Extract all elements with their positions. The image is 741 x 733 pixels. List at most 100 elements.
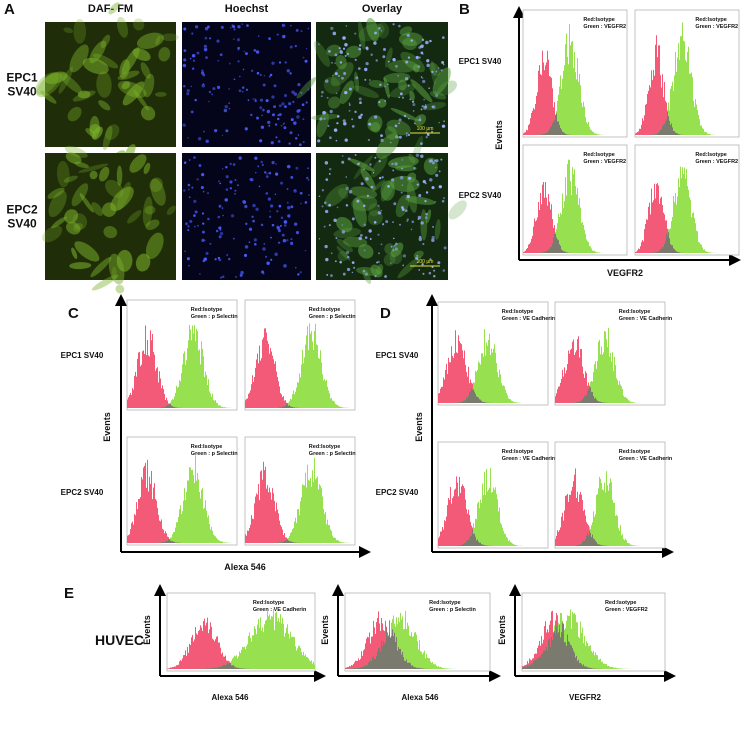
cell — [398, 79, 407, 91]
nucleus — [407, 56, 411, 59]
nucleus — [406, 194, 410, 199]
cell — [370, 264, 383, 278]
nucleus — [275, 163, 277, 165]
nucleus — [408, 176, 412, 180]
nucleus — [196, 51, 200, 55]
nucleus — [322, 110, 326, 115]
cell — [388, 59, 418, 73]
nucleus — [362, 204, 366, 208]
nucleus — [392, 169, 395, 172]
nucleus — [341, 155, 344, 157]
nucleus — [261, 163, 265, 167]
nucleus — [283, 220, 288, 224]
nucleus — [274, 123, 278, 126]
legend-text: Red:Isotype — [583, 152, 614, 158]
nucleus — [212, 87, 216, 91]
nucleus — [193, 156, 196, 159]
nucleus — [343, 121, 347, 126]
nucleus — [254, 242, 257, 246]
nucleus — [220, 25, 224, 29]
nucleus — [243, 253, 248, 258]
image-background — [182, 153, 311, 280]
nucleus — [393, 202, 397, 206]
cell — [48, 190, 67, 218]
x-axis-label: Alexa 546 — [402, 693, 439, 702]
nucleus — [232, 237, 235, 240]
nucleus — [283, 122, 285, 125]
nucleus — [253, 49, 257, 52]
cell — [366, 17, 380, 42]
nucleus — [407, 84, 410, 87]
cell — [410, 79, 433, 103]
nucleus — [278, 113, 282, 116]
cell — [389, 83, 416, 98]
nucleus — [290, 24, 292, 27]
marker-histogram — [167, 608, 315, 669]
cell — [140, 62, 151, 79]
nucleus — [330, 61, 333, 64]
y-axis-label: Events — [494, 120, 504, 150]
cell — [448, 200, 467, 220]
nucleus — [421, 105, 424, 108]
nucleus — [369, 79, 371, 81]
nucleus — [354, 58, 357, 61]
nucleus — [428, 159, 433, 163]
nucleus — [198, 164, 202, 167]
nucleus — [422, 53, 424, 55]
nucleus — [420, 44, 424, 49]
nucleus — [422, 180, 426, 184]
nucleus — [364, 78, 367, 81]
cell — [377, 98, 387, 108]
cell — [133, 18, 145, 31]
cell — [82, 57, 109, 75]
nucleus — [188, 159, 191, 161]
nucleus — [342, 47, 346, 50]
nucleus — [370, 185, 374, 189]
cell — [338, 188, 349, 199]
cell — [143, 162, 151, 174]
nucleus — [216, 39, 220, 43]
nucleus — [430, 130, 434, 133]
nucleus — [336, 206, 339, 209]
cell — [119, 59, 130, 79]
overlap-histogram — [345, 629, 490, 669]
nucleus — [297, 82, 301, 87]
nucleus — [199, 273, 201, 275]
nucleus — [183, 58, 187, 62]
nucleus — [375, 59, 378, 62]
cell — [92, 53, 119, 69]
nucleus — [339, 260, 343, 264]
cell — [116, 165, 123, 186]
nucleus — [300, 91, 303, 94]
nucleus — [277, 229, 281, 233]
nucleus — [380, 134, 383, 137]
cell — [311, 113, 340, 121]
nucleus — [384, 100, 386, 102]
nucleus — [182, 123, 186, 127]
micrograph — [182, 153, 311, 280]
marker-histogram — [523, 159, 627, 253]
nucleus — [216, 85, 221, 89]
cell — [385, 47, 393, 68]
cell — [72, 213, 88, 230]
nucleus — [237, 46, 241, 50]
nucleus — [187, 183, 191, 187]
image-background — [45, 22, 176, 147]
nucleus — [201, 212, 205, 215]
nucleus — [186, 89, 190, 93]
legend-text: Red:Isotype — [695, 17, 726, 23]
nucleus — [241, 23, 244, 25]
nucleus — [347, 255, 350, 259]
nucleus — [378, 211, 382, 215]
nucleus — [264, 171, 267, 174]
nucleus — [354, 154, 357, 157]
column-header: DAF- FM — [88, 3, 133, 15]
nucleus — [346, 267, 351, 272]
nucleus — [234, 179, 237, 182]
nucleus — [251, 215, 254, 218]
nucleus — [401, 206, 404, 209]
nucleus — [241, 86, 245, 89]
cell — [42, 225, 63, 243]
cell — [434, 219, 441, 240]
